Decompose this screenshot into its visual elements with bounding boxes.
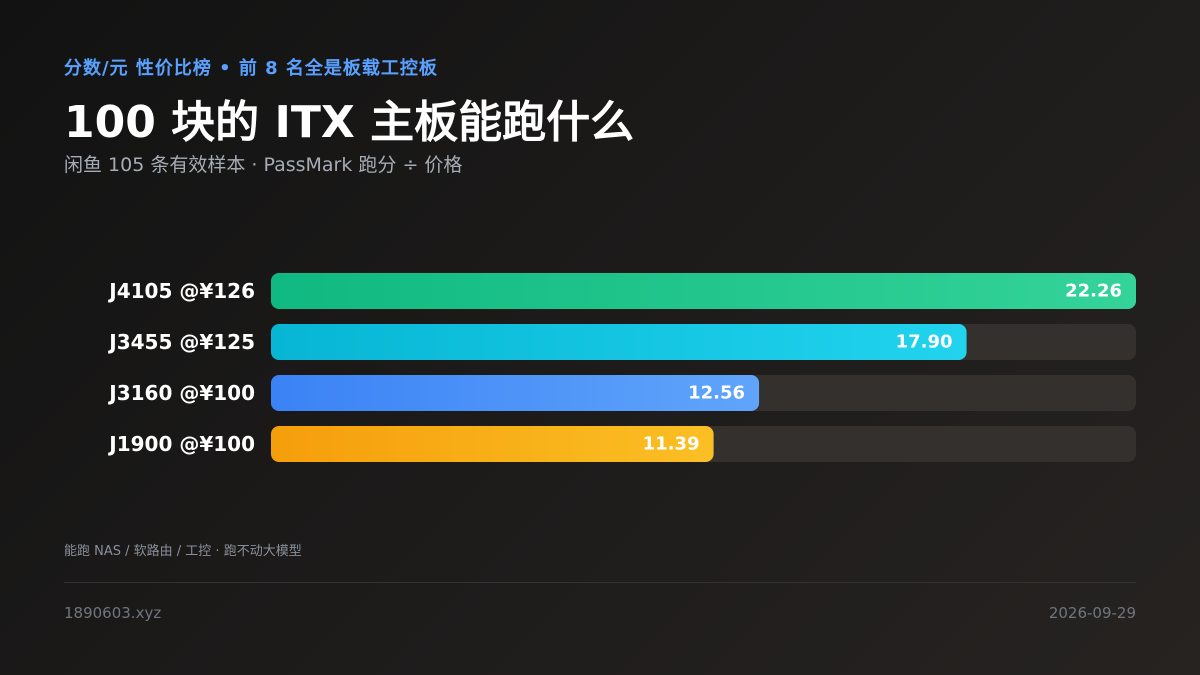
footer-date: 2026-09-29	[1048, 604, 1136, 622]
chart-subtitle: 闲鱼 105 条有效样本 · PassMark 跑分 ÷ 价格	[64, 154, 463, 176]
bar-row: J1900 @¥100 11.39	[107, 426, 1136, 462]
category-label: J4105 @¥126	[107, 279, 255, 303]
bar	[271, 273, 1136, 309]
category-label: J3160 @¥100	[107, 381, 255, 405]
bar	[271, 426, 714, 462]
bar	[271, 324, 967, 360]
value-label: 22.26	[1065, 281, 1122, 302]
chart-kicker: 分数/元 性价比榜 • 前 8 名全是板载工控板	[64, 58, 438, 79]
bar-row: J4105 @¥126 22.26	[107, 273, 1136, 309]
value-label: 12.56	[688, 383, 745, 404]
bar-row: J3455 @¥125 17.90	[107, 324, 1136, 360]
value-label: 17.90	[896, 332, 953, 353]
footer-divider	[64, 582, 1136, 583]
footer-site: 1890603.xyz	[64, 604, 162, 622]
category-label: J3455 @¥125	[107, 330, 255, 354]
chart-note: 能跑 NAS / 软路由 / 工控 · 跑不动大模型	[64, 544, 302, 559]
bar	[271, 375, 760, 411]
value-label: 11.39	[643, 434, 700, 455]
category-label: J1900 @¥100	[107, 432, 255, 456]
bar-row: J3160 @¥100 12.56	[107, 375, 1136, 411]
chart-title: 100 块的 ITX 主板能跑什么	[64, 97, 635, 148]
